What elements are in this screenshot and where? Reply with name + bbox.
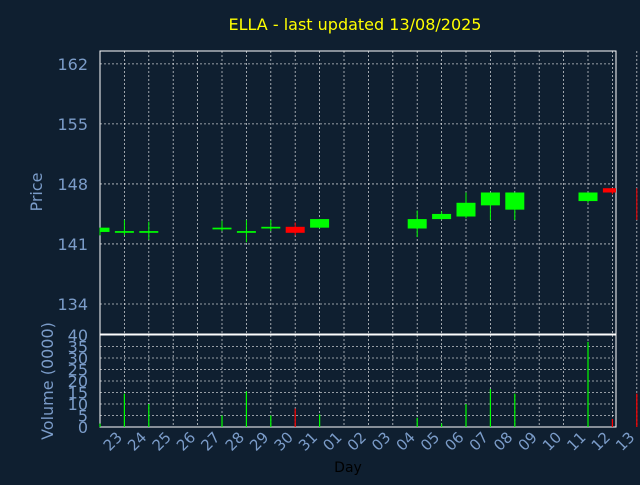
volume-tick-label: 10 (68, 395, 88, 414)
x-tick-label: 07 (466, 428, 492, 454)
chart-title: ELLA - last updated 13/08/2025 (229, 15, 482, 34)
candle-body (236, 231, 256, 233)
candle-body (578, 192, 598, 202)
candle-body (480, 192, 500, 206)
x-tick-label: 10 (539, 428, 565, 454)
price-panel: 162 155 148 141 134 (57, 50, 638, 335)
x-tick-label: 09 (515, 428, 541, 454)
candle-body (310, 219, 330, 228)
x-tick-label: 25 (149, 428, 175, 454)
x-tick-label: 12 (588, 428, 614, 454)
volume-tick-label: 35 (68, 338, 88, 357)
candle-body (114, 231, 134, 233)
candle-body (261, 226, 281, 229)
volume-axis-label: Volume (0000) (38, 322, 57, 440)
volume-tick-label: 30 (68, 349, 88, 368)
candle-body (285, 226, 305, 233)
x-tick-label: 04 (393, 428, 419, 454)
price-tick-label: 148 (57, 175, 88, 194)
price-axis-label: Price (27, 172, 46, 211)
candle-body (139, 231, 159, 233)
volume-tick-label: 40 (68, 326, 88, 345)
candle-body (602, 188, 616, 193)
price-tick-label: 155 (57, 115, 88, 134)
candle-body (100, 227, 110, 232)
volume-tick-label: 5 (78, 407, 88, 426)
volume-tick-label: 25 (68, 361, 88, 380)
price-tick-label: 134 (57, 295, 88, 314)
x-tick-label: 06 (441, 428, 467, 454)
candle-body (505, 192, 525, 210)
candle-body (456, 202, 476, 217)
x-tick-label: 31 (295, 428, 321, 454)
candle-body (407, 219, 427, 229)
x-tick-label: 28 (222, 428, 248, 454)
price-tick-label: 141 (57, 235, 88, 254)
x-tick-label: 13 (612, 428, 638, 454)
x-tick-label: 27 (197, 428, 223, 454)
x-tick-label: 02 (344, 428, 370, 454)
x-tick-label: 11 (563, 428, 589, 454)
candle-body (212, 227, 232, 230)
volume-panel: 4035302520151050232425262728293031010203… (68, 326, 640, 455)
volume-tick-label: 20 (68, 372, 88, 391)
x-tick-label: 29 (246, 428, 272, 454)
volume-tick-label: 0 (78, 418, 88, 437)
x-tick-label: 03 (368, 428, 394, 454)
x-tick-label: 24 (124, 428, 150, 454)
x-tick-label: 30 (271, 428, 297, 454)
x-tick-label: 01 (319, 428, 345, 454)
candle-body (432, 213, 452, 220)
price-tick-label: 162 (57, 55, 88, 74)
volume-x-axis-label: Day (334, 460, 362, 476)
x-tick-label: 26 (173, 428, 199, 454)
x-tick-label: 08 (490, 428, 516, 454)
x-tick-label: 14 (637, 428, 640, 454)
volume-tick-label: 15 (68, 384, 88, 403)
price-plot-frame (99, 50, 617, 335)
x-tick-label: 23 (100, 428, 126, 454)
x-tick-label: 05 (417, 428, 443, 454)
